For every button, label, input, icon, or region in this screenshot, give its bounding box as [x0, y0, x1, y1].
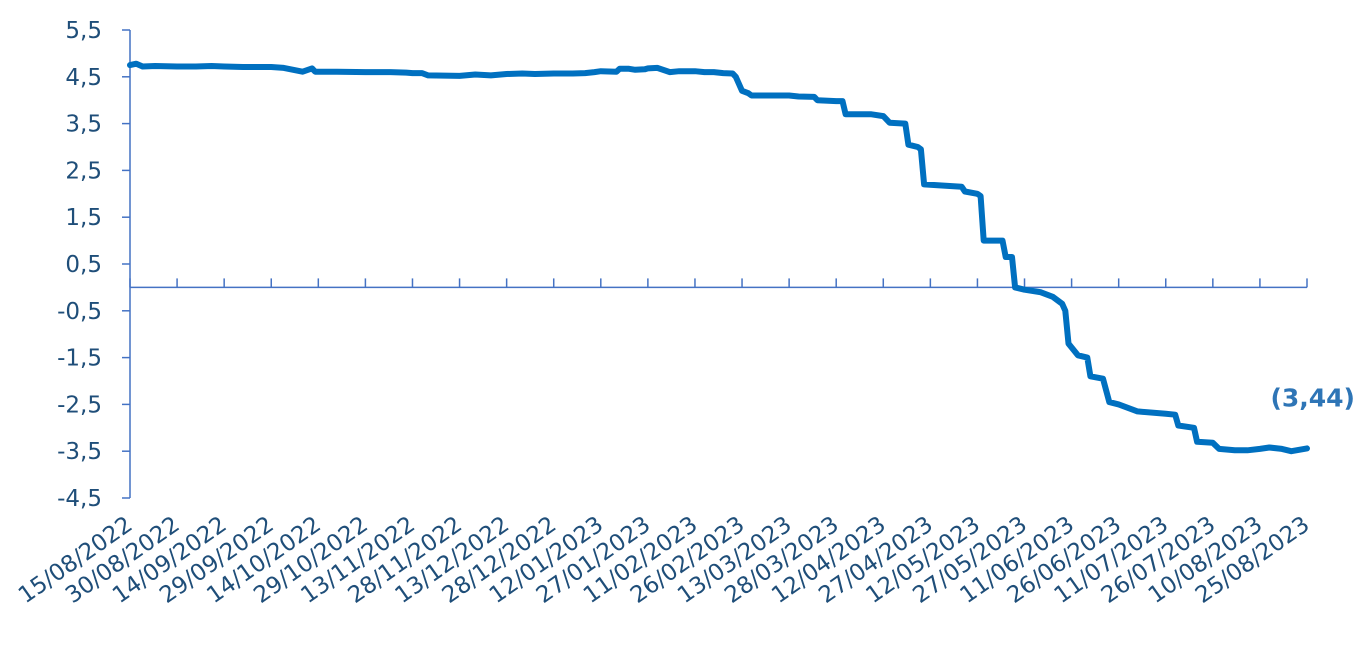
y-axis: 5,5 4,5 3,5 2,5 1,5 0,5 -0,5 -1,5 -2,5 -3,5 -4,5 — [57, 18, 131, 512]
series-line — [127, 60, 1310, 455]
y-tick-label: 3,5 — [65, 112, 102, 138]
y-tick-label: -3,5 — [57, 439, 102, 465]
y-tick-label: 0,5 — [65, 252, 102, 278]
y-tick-label: 5,5 — [65, 18, 102, 44]
y-tick-label: -4,5 — [57, 486, 102, 512]
y-tick-label: -2,5 — [57, 392, 102, 418]
y-tick-label: -1,5 — [57, 346, 102, 372]
y-tick-label: -0,5 — [57, 299, 102, 325]
y-tick-label: 2,5 — [65, 158, 102, 184]
data-labels: (3,44) — [1270, 383, 1355, 412]
end-value-label: (3,44) — [1270, 383, 1355, 412]
x-axis: 15/08/202230/08/202214/09/202229/09/2022… — [14, 278, 1314, 609]
y-tick-label: 1,5 — [65, 205, 102, 231]
series-group — [127, 60, 1310, 455]
y-tick-label: 4,5 — [65, 65, 102, 91]
